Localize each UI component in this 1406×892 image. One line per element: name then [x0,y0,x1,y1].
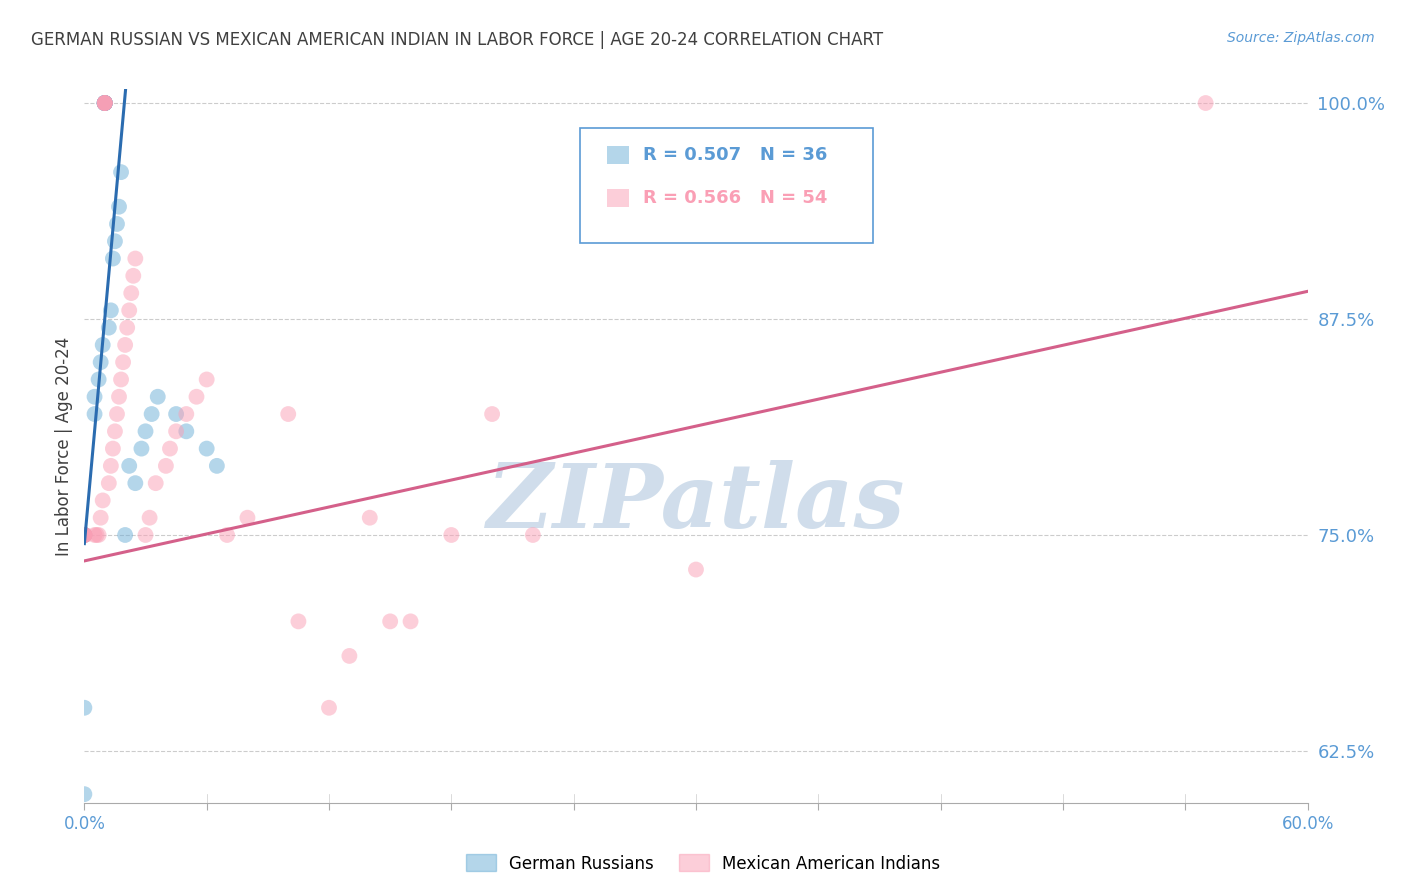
Point [73,528,96,542]
Legend: German Russians, Mexican American Indians: German Russians, Mexican American Indian… [460,847,946,880]
Point [122,268,145,283]
FancyBboxPatch shape [579,128,873,243]
Point [522,528,544,542]
Point [93,95,115,110]
Point [93,95,115,110]
Point [195,372,218,386]
Point [97,476,120,491]
Point [93,95,115,110]
Point [73,787,96,801]
Point [481,407,503,421]
Point [110,372,132,386]
Point [100,303,122,318]
Point [440,528,463,542]
Point [112,355,135,369]
Point [159,442,181,456]
Point [138,510,160,524]
Point [277,407,299,421]
Point [101,442,124,456]
Point [146,390,169,404]
Point [93,95,115,110]
Point [236,510,259,524]
Point [93,95,115,110]
Text: ZIPatlas: ZIPatlas [488,460,904,546]
Point [1195,95,1218,110]
Point [73,528,96,542]
Point [90,510,112,524]
Point [135,425,157,439]
Point [93,95,115,110]
Point [93,95,115,110]
Point [100,458,122,473]
Point [73,528,96,542]
Point [287,615,309,629]
Point [104,234,127,248]
Point [120,286,142,301]
Text: R = 0.507   N = 36: R = 0.507 N = 36 [644,146,828,164]
Point [165,425,187,439]
Point [118,303,141,318]
Point [73,528,96,542]
Point [186,390,208,404]
Point [359,510,381,524]
Point [110,165,132,179]
Point [87,528,110,542]
Point [101,252,124,266]
Point [205,458,228,473]
Point [339,648,361,663]
Point [105,217,128,231]
Point [104,425,127,439]
Point [124,476,146,491]
Point [93,95,115,110]
Point [91,493,114,508]
Point [399,615,422,629]
Point [93,95,115,110]
Point [105,407,128,421]
Point [87,372,110,386]
Point [86,528,108,542]
Point [141,407,163,421]
Point [73,528,96,542]
Point [135,528,157,542]
Point [217,528,239,542]
Point [685,562,707,576]
Point [108,390,131,404]
Point [115,320,138,334]
Point [114,338,136,352]
Text: Source: ZipAtlas.com: Source: ZipAtlas.com [1227,31,1375,45]
Y-axis label: In Labor Force | Age 20-24: In Labor Force | Age 20-24 [55,336,73,556]
Point [91,338,114,352]
Point [174,407,197,421]
Point [165,407,187,421]
Point [73,528,96,542]
Point [93,95,115,110]
Point [318,700,340,714]
Point [155,458,177,473]
Point [73,528,96,542]
Point [93,95,115,110]
Point [118,458,141,473]
Text: R = 0.566   N = 54: R = 0.566 N = 54 [644,189,828,207]
FancyBboxPatch shape [606,146,628,164]
Point [93,95,115,110]
Point [145,476,167,491]
Point [380,615,402,629]
Point [73,528,96,542]
FancyBboxPatch shape [606,189,628,207]
Point [97,320,120,334]
Point [195,442,218,456]
Point [174,425,197,439]
Point [90,355,112,369]
Point [83,390,105,404]
Point [93,95,115,110]
Point [131,442,153,456]
Point [108,200,131,214]
Point [73,700,96,714]
Text: GERMAN RUSSIAN VS MEXICAN AMERICAN INDIAN IN LABOR FORCE | AGE 20-24 CORRELATION: GERMAN RUSSIAN VS MEXICAN AMERICAN INDIA… [31,31,883,49]
Point [83,407,105,421]
Point [114,528,136,542]
Point [124,252,146,266]
Point [83,528,105,542]
Point [73,838,96,853]
